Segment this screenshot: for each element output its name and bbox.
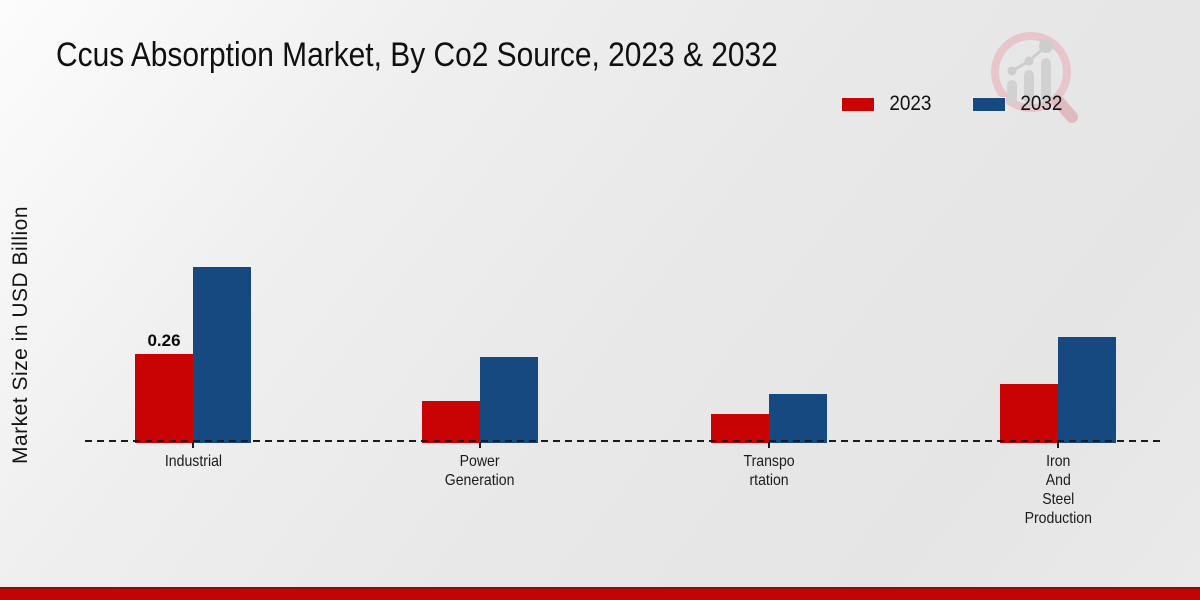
category-label-transportation: Transpo rtation	[659, 452, 879, 490]
bar-2032-iron-and-steel-production	[1058, 337, 1116, 443]
logo-dot-icon	[1039, 39, 1053, 53]
magnifier-circle-icon	[991, 32, 1071, 112]
category-label-text: Transpo rtation	[743, 453, 795, 489]
x-axis-baseline	[85, 440, 1163, 442]
category-label-text: Power Generation	[445, 453, 515, 489]
x-axis-tick	[768, 442, 770, 448]
footer-accent-bar	[0, 587, 1200, 600]
x-axis-tick	[1057, 442, 1059, 448]
bar-2032-power-generation	[480, 357, 538, 443]
chart-title: Ccus Absorption Market, By Co2 Source, 2…	[56, 36, 778, 74]
category-label-power-generation: Power Generation	[370, 452, 590, 490]
legend-label-2032: 2032	[1020, 92, 1063, 115]
legend-swatch-2023	[841, 96, 875, 112]
bar-2023-industrial	[135, 354, 193, 443]
bar-2032-industrial	[193, 267, 251, 443]
x-axis-tick	[479, 442, 481, 448]
market-research-logo-watermark	[991, 32, 1078, 123]
legend: 2023 2032	[841, 92, 1064, 116]
legend-swatch-2032	[971, 96, 1006, 112]
category-label-text: Industrial	[164, 453, 222, 470]
logo-dot-icon	[1024, 56, 1034, 66]
bar-2023-power-generation	[422, 401, 480, 443]
magnifier-handle-icon	[1052, 95, 1078, 123]
category-label-text: Iron And Steel Production	[1024, 453, 1092, 527]
category-label-iron-and-steel-production: Iron And Steel Production	[948, 452, 1168, 528]
legend-item-2032: 2032	[971, 92, 1065, 116]
logo-bar-medium-icon	[1024, 70, 1034, 104]
bar-2023-iron-and-steel-production	[1000, 384, 1058, 443]
category-label-industrial: Industrial	[83, 452, 303, 471]
legend-item-2023: 2023	[841, 92, 934, 116]
logo-bar-small-icon	[1007, 80, 1017, 104]
data-label-2023-industrial: 0.26	[147, 331, 181, 350]
logo-dot-icon	[1007, 66, 1017, 76]
x-axis-tick	[192, 442, 194, 448]
bar-2032-transportation	[769, 394, 827, 443]
logo-bar-large-icon	[1041, 58, 1051, 104]
bar-2023-transportation	[711, 414, 769, 443]
legend-label-2023: 2023	[889, 92, 932, 115]
